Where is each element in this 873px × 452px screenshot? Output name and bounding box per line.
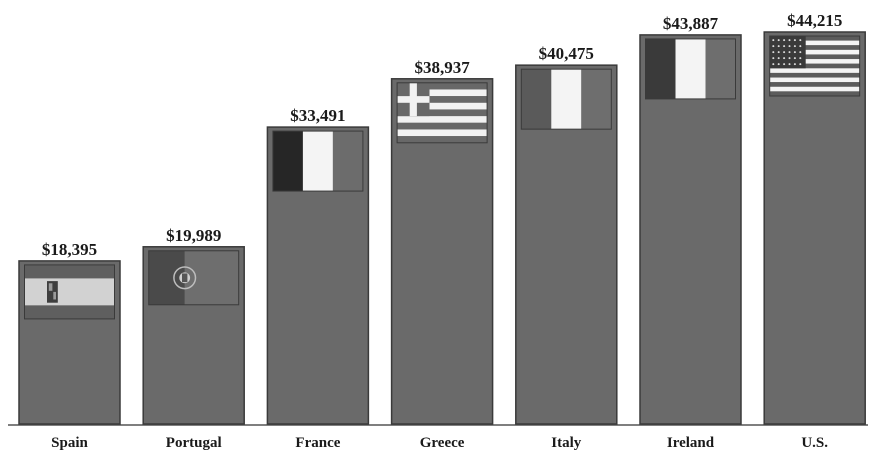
value-label: $40,475 [539,44,594,63]
category-label: Greece [420,435,465,451]
spain-flag-icon [24,264,115,320]
us-flag-icon [769,35,861,97]
value-label: $18,395 [42,240,97,259]
category-label: Ireland [667,435,715,451]
value-label: $38,937 [414,58,470,77]
category-label: Portugal [166,435,222,451]
value-label: $43,887 [663,14,719,33]
portugal-flag-icon [148,250,240,306]
france-flag-icon [272,130,364,192]
category-label: France [295,435,340,451]
bar-us [763,31,866,425]
greece-flag-icon [396,82,488,144]
value-label: $44,215 [787,11,842,30]
category-label: U.S. [801,435,828,451]
bar-ireland [639,34,742,425]
value-label: $33,491 [290,106,345,125]
bars-group: $18,395 Spain $19,989 Portugal $33,491 France… [18,11,866,451]
ireland-flag-icon [645,38,736,100]
category-label: Spain [51,435,88,451]
italy-flag-icon [520,68,612,130]
value-label: $19,989 [166,226,221,245]
category-label: Italy [551,435,582,451]
